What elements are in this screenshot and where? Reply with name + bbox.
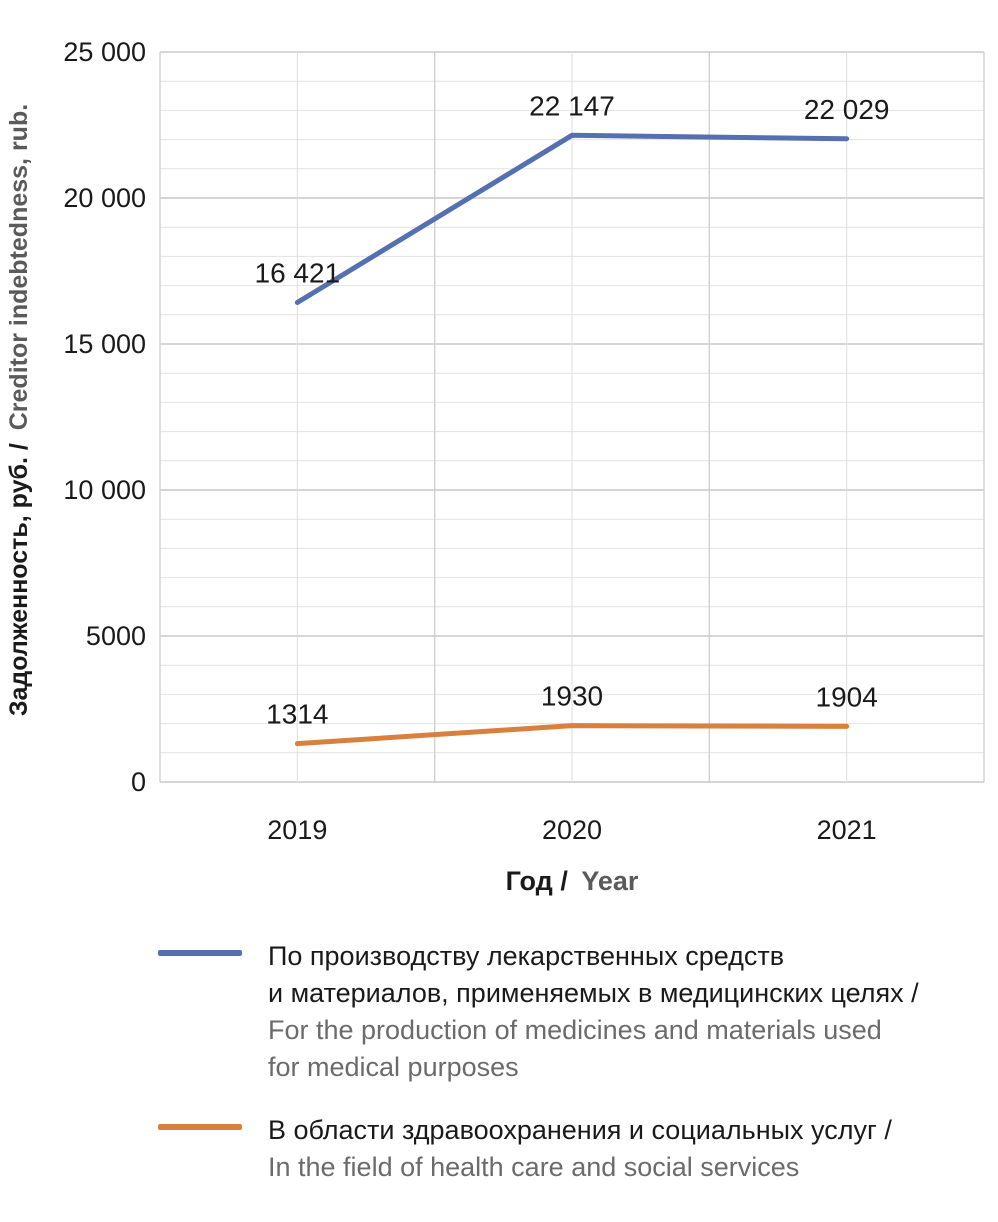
y-axis-label: Задолженность, руб. / Creditor indebtedn… [5,104,33,716]
x-tick-label: 2019 [267,815,327,845]
x-axis-ticks: 2019 2020 2021 [267,815,876,845]
y-tick-label: 25 000 [63,37,146,67]
series-lines [294,132,850,747]
legend-healthcare-en-line1: In the field of health care and social s… [268,1152,800,1182]
legend-medicines-ru-line1: По производству лекарственных средств [268,941,785,971]
legend-medicines-ru-line2: и материалов, применяемых в медицинских … [268,978,919,1008]
x-axis-label-en: Year [581,866,639,896]
chart-legend: По производству лекарственных средств и … [158,938,978,1212]
legend-swatch-healthcare [158,1124,242,1130]
legend-item-healthcare: В области здравоохранения и социальных у… [158,1112,978,1186]
data-label: 22 029 [804,94,890,125]
plot-grid [159,51,985,783]
data-label: 16 421 [255,258,341,289]
data-label: 1904 [816,681,878,712]
data-labels: 16 421 22 147 22 029 1314 1930 1904 [255,90,890,729]
y-tick-label: 10 000 [63,475,146,505]
x-axis-label: Год / Year [506,866,639,896]
legend-text-medicines: По производству лекарственных средств и … [268,938,919,1086]
y-tick-label: 5000 [86,621,146,651]
y-tick-label: 0 [131,767,146,797]
x-tick-label: 2021 [817,815,877,845]
x-tick-label: 2020 [542,815,602,845]
legend-text-healthcare: В области здравоохранения и социальных у… [268,1112,892,1186]
legend-medicines-en-line2: for medical purposes [268,1052,519,1082]
legend-medicines-en-line1: For the production of medicines and mate… [268,1015,882,1045]
y-axis-label-ru: Задолженность, руб. / [5,443,33,716]
legend-healthcare-ru-line1: В области здравоохранения и социальных у… [268,1115,892,1145]
y-tick-label: 20 000 [63,183,146,213]
legend-item-medicines: По производству лекарственных средств и … [158,938,978,1086]
data-label: 1930 [541,681,603,712]
y-axis-ticks: 0 5000 10 000 15 000 20 000 25 000 [63,37,146,797]
legend-swatch-medicines [158,950,242,956]
x-axis-label-ru: Год / [506,866,569,896]
y-axis-label-en: Creditor indebtedness, rub. [5,104,33,430]
y-tick-label: 15 000 [63,329,146,359]
data-label: 1314 [266,699,328,730]
data-label: 22 147 [529,90,615,121]
